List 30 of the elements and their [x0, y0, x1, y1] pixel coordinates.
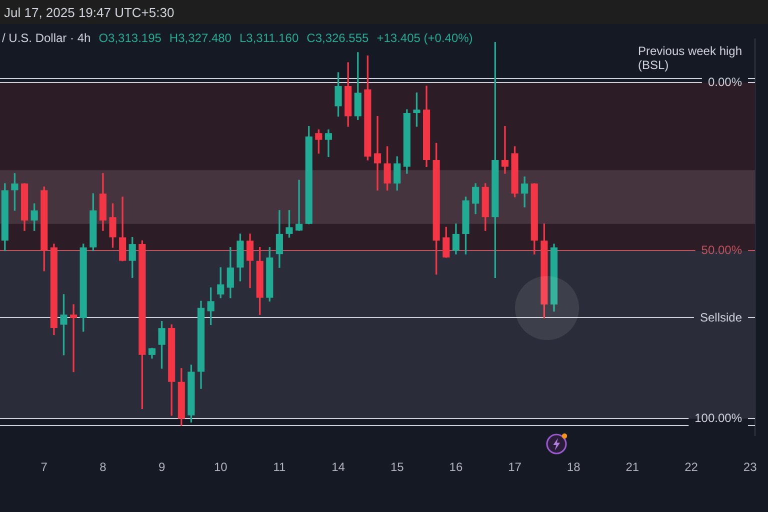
chart-subtitle: Jul 17, 2025 19:47 UTC+5:30	[4, 5, 174, 20]
y-tick-label: 100.00%	[694, 411, 742, 426]
annotation: C3,326.555	[306, 31, 369, 45]
candlestick	[374, 116, 382, 191]
annotation: O3,313.195	[98, 31, 162, 45]
y-tick-label: 50.00%	[701, 243, 742, 258]
x-tick-label: 17	[508, 460, 522, 474]
x-tick-label: 21	[626, 460, 640, 474]
candlestick	[501, 126, 508, 174]
candlestick	[296, 180, 303, 231]
x-tick-label: 23	[743, 460, 758, 474]
x-tick-label: 22	[684, 460, 698, 474]
x-tick-label: 18	[566, 460, 581, 474]
x-tick-label: 7	[40, 460, 48, 474]
x-tick-label: 15	[390, 460, 404, 474]
x-tick-label: 8	[100, 460, 107, 474]
annotation: +13.405 (+0.40%)	[376, 31, 473, 45]
chart-title: / U.S. Dollar · 4h	[2, 31, 91, 45]
x-tick-label: 10	[214, 460, 228, 474]
ref-line-label: Sellside	[700, 310, 742, 324]
x-tick-label: 14	[332, 460, 346, 474]
y-tick-label: 0.00%	[708, 75, 742, 90]
candlestick	[70, 304, 78, 372]
ref-line-label: Previous week high (BSL)	[638, 44, 742, 72]
x-tick-label: 9	[158, 460, 166, 474]
x-tick-label: 11	[273, 460, 286, 474]
annotation: L3,311.160	[239, 31, 299, 45]
candlestick	[324, 129, 332, 157]
x-tick-label: 16	[449, 460, 463, 474]
annotation: H3,327.480	[169, 31, 232, 45]
